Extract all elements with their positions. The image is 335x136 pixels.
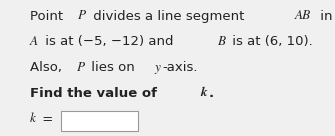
Text: is at (6, 10).: is at (6, 10).	[227, 35, 312, 48]
Text: Also,: Also,	[30, 61, 66, 74]
Text: Find the value of: Find the value of	[30, 87, 162, 100]
Text: divides a line segment: divides a line segment	[89, 10, 249, 23]
Text: is at (−5, −12) and: is at (−5, −12) and	[41, 35, 178, 48]
Text: k: k	[30, 113, 36, 126]
Text: -axis.: -axis.	[162, 61, 198, 74]
Text: in the ratio: in the ratio	[316, 10, 335, 23]
Text: AB: AB	[295, 10, 311, 22]
Text: .: .	[208, 87, 214, 100]
Text: k: k	[200, 87, 207, 99]
Text: lies on: lies on	[87, 61, 139, 74]
Text: A: A	[30, 35, 38, 48]
Text: Point: Point	[30, 10, 68, 23]
FancyBboxPatch shape	[61, 111, 138, 131]
Text: B: B	[217, 35, 225, 48]
Text: P: P	[77, 61, 85, 74]
Text: y: y	[154, 61, 160, 74]
Text: P: P	[78, 10, 86, 22]
Text: =: =	[38, 113, 57, 126]
